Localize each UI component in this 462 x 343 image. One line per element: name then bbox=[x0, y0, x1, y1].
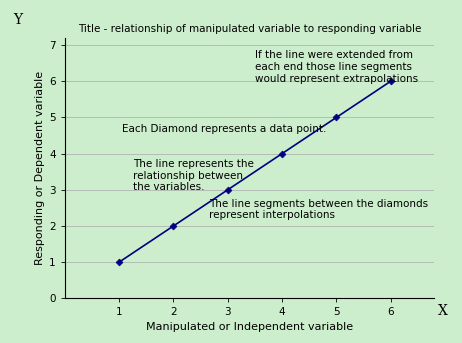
X-axis label: Manipulated or Independent variable: Manipulated or Independent variable bbox=[146, 322, 353, 332]
Text: If the line were extended from
each end those line segments
would represent extr: If the line were extended from each end … bbox=[255, 50, 418, 84]
Text: The line segments between the diamonds
represent interpolations: The line segments between the diamonds r… bbox=[209, 199, 428, 221]
Text: The line represents the
relationship between
the variables.: The line represents the relationship bet… bbox=[133, 159, 254, 192]
Text: X: X bbox=[438, 304, 448, 318]
Title: Title - relationship of manipulated variable to responding variable: Title - relationship of manipulated vari… bbox=[78, 24, 421, 34]
Text: Y: Y bbox=[13, 13, 22, 27]
Y-axis label: Responding or Dependent variable: Responding or Dependent variable bbox=[35, 71, 45, 265]
Text: Each Diamond represents a data point.: Each Diamond represents a data point. bbox=[122, 124, 326, 134]
